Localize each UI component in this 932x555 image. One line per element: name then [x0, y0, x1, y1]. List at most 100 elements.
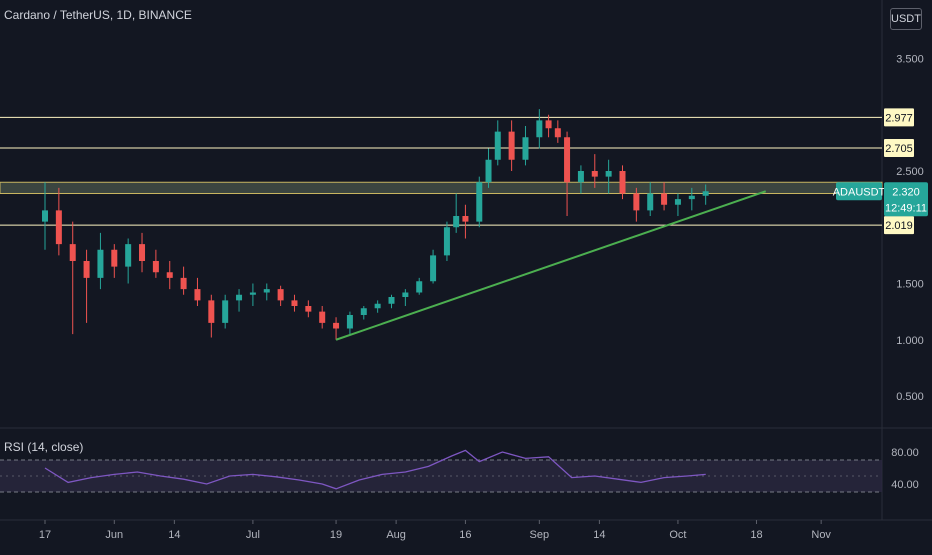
candle-3 [83, 249, 90, 323]
candle-body [236, 294, 243, 301]
candle-33 [485, 148, 492, 188]
candle-body [152, 261, 159, 273]
level-label-1: 2.705 [884, 138, 914, 157]
resistance-zone-layer [0, 181, 883, 194]
candle-12 [208, 294, 215, 338]
price-tags-layer: 2.977 2.705 2.019 ADAUSDT 2.320 12:49:11 [833, 108, 928, 235]
candle-body [249, 292, 256, 295]
candle-42 [591, 154, 598, 188]
candle-9 [166, 261, 173, 290]
candle-body [661, 193, 668, 205]
candle-body [554, 128, 561, 138]
candle-body [333, 322, 340, 329]
candle-body [83, 261, 90, 278]
candle-body [536, 120, 543, 138]
candle-23 [360, 306, 367, 320]
candle-body [125, 244, 132, 267]
rsi-band [0, 460, 882, 492]
candle-body [605, 171, 612, 177]
candle-19 [305, 300, 312, 318]
candle-8 [152, 249, 159, 278]
candle-40 [564, 131, 571, 216]
candle-39 [554, 120, 561, 143]
candle-17 [277, 285, 284, 306]
candle-45 [633, 187, 640, 222]
level-label-bg [884, 216, 914, 235]
candle-body [577, 171, 584, 183]
candles-layer [42, 109, 709, 340]
countdown-text: 12:49:11 [885, 202, 927, 214]
candle-27 [416, 277, 423, 295]
candle-50 [702, 184, 709, 205]
candle-26 [402, 289, 409, 306]
candle-body [180, 277, 187, 290]
candle-body [291, 300, 298, 306]
resistance-zone [0, 181, 883, 194]
candle-body [416, 281, 423, 293]
candle-body [647, 193, 654, 211]
candle-body [194, 289, 201, 301]
candle-body [522, 137, 529, 160]
candle-body [263, 289, 270, 293]
candle-body [462, 216, 469, 222]
candle-48 [674, 193, 681, 216]
candle-body [346, 315, 353, 329]
chart-title: Cardano / TetherUS, 1D, BINANCE [4, 8, 192, 22]
candle-body [277, 289, 284, 301]
time-tick-label: 17 [39, 529, 51, 541]
candle-body [485, 159, 492, 183]
time-tick-label: Jun [105, 529, 123, 541]
candle-body [55, 210, 62, 245]
trendline-layer [335, 190, 767, 341]
current-price-tag: 2.320 12:49:11 [884, 182, 928, 217]
candle-37 [536, 109, 543, 149]
candle-body [494, 131, 501, 160]
axis-layer: 3.500 2.500 1.500 1.000 0.500 80.00 40.00 17 Jun… [39, 54, 924, 542]
symbol-tag-text: ADAUSDT [833, 186, 886, 198]
candle-body [476, 182, 483, 222]
candle-38 [545, 114, 552, 138]
candle-body [688, 195, 695, 200]
candle-body [69, 244, 76, 261]
level-label-0: 2.977 [884, 108, 914, 127]
candle-7 [139, 232, 146, 273]
candle-16 [263, 283, 270, 301]
candle-41 [577, 165, 584, 194]
candle-28 [430, 249, 437, 284]
candle-49 [688, 187, 695, 211]
candle-body [111, 249, 118, 267]
candle-11 [194, 277, 201, 306]
candle-2 [69, 221, 76, 335]
candle-22 [346, 311, 353, 335]
candle-body [166, 272, 173, 278]
price-tick-label: 1.500 [896, 279, 924, 291]
candle-44 [619, 165, 626, 200]
time-tick-label: 19 [330, 529, 342, 541]
rsi-tick-label: 80.00 [891, 447, 919, 459]
candle-5 [111, 244, 118, 278]
level-label-text: 2.019 [885, 220, 913, 232]
candle-46 [647, 182, 654, 216]
candle-body [360, 308, 367, 315]
candle-6 [125, 238, 132, 284]
candle-body [702, 191, 709, 196]
price-tick-label: 2.500 [896, 166, 924, 178]
time-tick-label: 14 [593, 529, 605, 541]
candle-body [222, 300, 229, 323]
price-tick-label: 3.500 [896, 54, 924, 66]
candle-body [319, 311, 326, 323]
candle-15 [249, 283, 256, 306]
candle-body [443, 227, 450, 256]
candle-body [374, 303, 381, 309]
candle-20 [319, 306, 326, 329]
currency-button[interactable]: USDT [890, 8, 922, 30]
candle-body [545, 120, 552, 129]
candle-30 [453, 193, 460, 233]
level-label-text: 2.705 [885, 143, 913, 155]
candle-47 [661, 182, 668, 211]
price-tick-label: 1.000 [896, 335, 924, 347]
level-label-text: 2.977 [885, 112, 913, 124]
candle-34 [494, 120, 501, 166]
